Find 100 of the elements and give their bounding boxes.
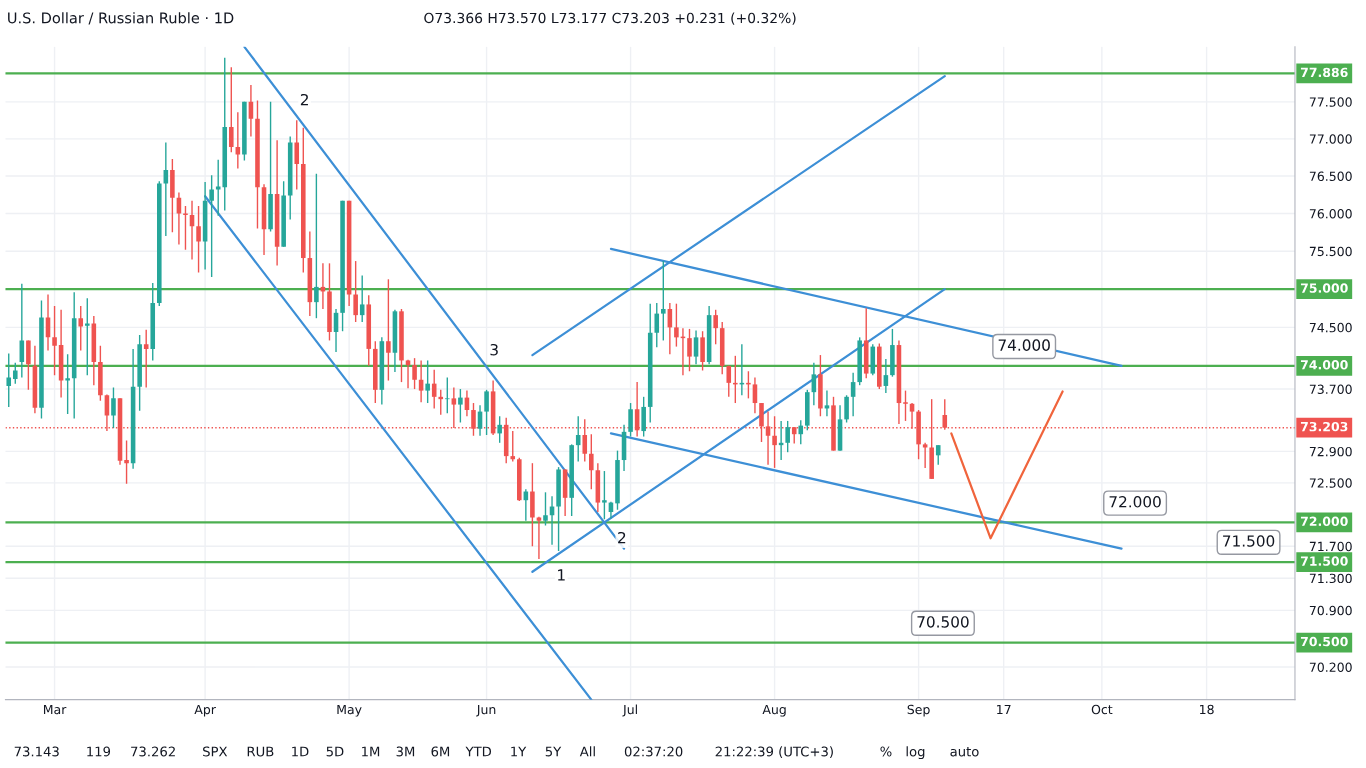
candlestick xyxy=(425,359,430,404)
annotation: 3 xyxy=(490,343,498,356)
text: log xyxy=(906,746,925,760)
candlestick xyxy=(575,415,581,463)
ref-line-label: 72.000 xyxy=(1300,516,1348,526)
x-tick-label: 18 xyxy=(1200,704,1214,715)
candlestick xyxy=(850,372,856,417)
candlestick xyxy=(196,205,201,274)
candlestick xyxy=(543,491,548,527)
chart-subtitle: O73.366 H73.570 L73.177 C73.203 +0.231 (+0.32%) xyxy=(424,12,796,25)
x-tick-label: Sep xyxy=(907,704,930,717)
candlestick xyxy=(12,362,18,385)
candlestick xyxy=(713,309,718,345)
candlestick xyxy=(798,419,804,446)
candlestick xyxy=(52,305,57,376)
text: 1Y xyxy=(511,746,527,757)
candlestick xyxy=(143,328,149,389)
annotation: 70.500 xyxy=(917,616,969,628)
x-tick-label: Jul xyxy=(622,704,637,717)
annotation: 74.000 xyxy=(998,339,1050,351)
text: 73.262 xyxy=(131,746,175,757)
x-tick-label: Oct xyxy=(1091,704,1113,715)
candlestick xyxy=(163,141,169,237)
x-tick-label: Jun xyxy=(476,704,496,717)
candlestick xyxy=(510,430,516,463)
candlestick xyxy=(359,274,365,323)
annotation: 72.000 xyxy=(1109,496,1161,508)
x-tick-label: Aug xyxy=(762,704,786,717)
x-tick-label: May xyxy=(337,704,362,717)
x-tick-label: Apr xyxy=(194,704,216,717)
y-tick-label: 71.700 xyxy=(1309,541,1352,552)
text: 73.143 xyxy=(14,746,59,757)
ref-line-label: 73.203 xyxy=(1300,421,1348,432)
candlestick xyxy=(674,302,679,348)
y-tick-label: 73.700 xyxy=(1309,384,1352,394)
text: 21:22:39 (UTC+3) xyxy=(715,746,833,759)
annotation: 1 xyxy=(558,569,565,581)
x-tick-label: Mar xyxy=(43,704,67,715)
text: 6M xyxy=(431,746,450,757)
candlestick xyxy=(111,386,116,429)
text: 02:37:20 xyxy=(624,746,683,757)
y-tick-label: 72.900 xyxy=(1309,446,1352,457)
ref-line-label: 70.500 xyxy=(1300,636,1348,647)
candlestick xyxy=(654,302,660,349)
candlestick xyxy=(903,389,908,422)
y-tick-label: 71.300 xyxy=(1309,573,1352,584)
text: 5D xyxy=(326,746,344,757)
candlestick xyxy=(294,119,300,191)
text: 3M xyxy=(396,746,415,757)
candlestick xyxy=(484,389,489,436)
x-tick-label: 17 xyxy=(997,704,1011,715)
candlestick xyxy=(229,66,234,153)
text: SPX xyxy=(203,746,228,757)
candlestick xyxy=(412,357,417,390)
y-tick-label: 72.500 xyxy=(1309,478,1352,488)
ref-line-label: 71.500 xyxy=(1300,556,1348,566)
candlestick xyxy=(65,353,70,415)
candlestick xyxy=(661,260,666,342)
candlestick xyxy=(6,352,12,408)
text: YTD xyxy=(465,746,492,757)
candlestick xyxy=(314,173,319,319)
text: 119 xyxy=(87,746,111,757)
y-tick-label: 77.500 xyxy=(1309,97,1352,107)
text: All xyxy=(579,746,595,757)
annotation: 2 xyxy=(300,93,308,106)
y-tick-label: 70.200 xyxy=(1309,662,1352,672)
candlestick xyxy=(497,415,502,444)
text: 5Y xyxy=(545,746,562,757)
candlestick xyxy=(84,297,90,376)
candlestick xyxy=(438,389,444,416)
candlestick xyxy=(26,339,31,391)
annotation: 71.500 xyxy=(1223,535,1275,547)
candlestick xyxy=(124,439,129,485)
candlestick xyxy=(386,278,391,382)
ref-line-label: 74.000 xyxy=(1300,360,1348,370)
candlestick xyxy=(785,420,790,453)
candlestick xyxy=(209,174,214,278)
y-tick-label: 77.000 xyxy=(1309,134,1352,144)
annotation: 2 xyxy=(618,531,626,544)
text: 1D xyxy=(292,746,309,757)
candlestick xyxy=(458,388,463,424)
candlestick xyxy=(445,376,450,414)
candlestick xyxy=(405,358,411,389)
y-tick-label: 75.500 xyxy=(1309,246,1352,257)
candlestick xyxy=(693,329,699,366)
candlestick xyxy=(844,394,849,424)
candlestick xyxy=(589,433,594,490)
candlestick xyxy=(78,305,84,352)
candlestick xyxy=(628,402,633,438)
y-tick-label: 74.500 xyxy=(1309,322,1352,333)
y-tick-label: 76.500 xyxy=(1309,171,1352,181)
candlestick xyxy=(687,328,692,372)
candlestick xyxy=(726,365,732,398)
text: auto xyxy=(950,747,979,757)
candlestick xyxy=(353,260,358,323)
text: 1M xyxy=(362,746,380,757)
ref-line-label: 77.886 xyxy=(1300,67,1348,78)
ref-line-label: 75.000 xyxy=(1300,283,1348,293)
y-tick-label: 70.900 xyxy=(1309,605,1352,616)
candlestick xyxy=(935,444,941,466)
